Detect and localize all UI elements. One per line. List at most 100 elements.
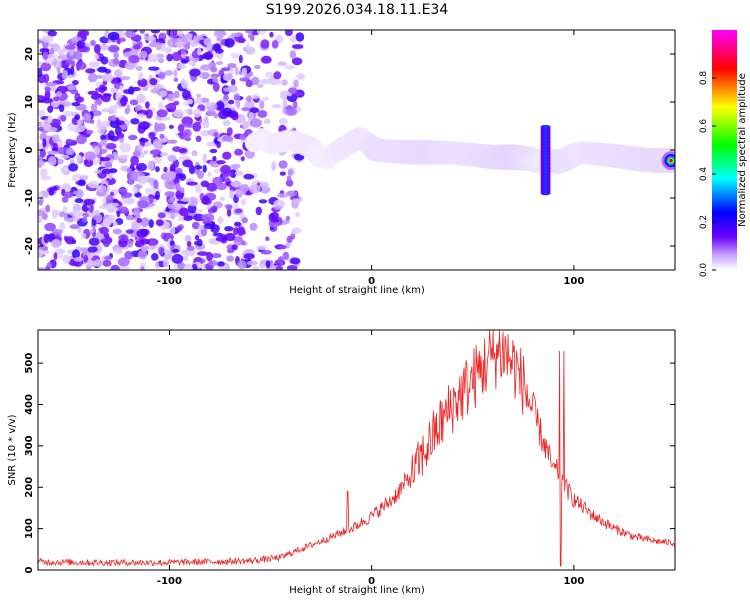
noise-blob [76, 40, 86, 49]
noise-blob [99, 226, 109, 235]
snr-y-tick-label: 300 [24, 435, 35, 456]
noise-blob [271, 161, 277, 171]
noise-blob [38, 95, 46, 103]
noise-blob [245, 80, 253, 88]
noise-blob [186, 241, 192, 247]
noise-blob [47, 30, 57, 37]
noise-blob [102, 95, 111, 103]
noise-blob [201, 52, 213, 60]
noise-blob [119, 142, 132, 153]
noise-blob [279, 245, 288, 250]
noise-blob [231, 244, 238, 251]
noise-blob [171, 226, 176, 235]
noise-blob [38, 67, 43, 78]
noise-blob [196, 209, 204, 213]
noise-blob [108, 31, 120, 41]
noise-blob [63, 212, 68, 222]
noise-blob [58, 104, 65, 113]
noise-blob [234, 66, 239, 76]
noise-blob [89, 228, 95, 234]
noise-blob [62, 254, 71, 264]
noise-blob [52, 134, 60, 143]
noise-blob [154, 121, 159, 132]
noise-blob [289, 50, 296, 59]
noise-blob [249, 107, 260, 114]
noise-blob [54, 248, 66, 255]
noise-blob [236, 99, 241, 109]
noise-blob [224, 232, 236, 242]
noise-blob [216, 160, 226, 165]
noise-blob [183, 255, 189, 262]
noise-blob [107, 44, 120, 53]
noise-blob [270, 218, 280, 223]
snr-y-tick-label: 100 [24, 518, 35, 539]
noise-blob [43, 233, 50, 244]
colorbar-label: Normalized spectral amplitude [737, 73, 748, 227]
noise-blob [178, 207, 189, 217]
noise-blob [230, 52, 240, 59]
noise-blob [151, 253, 159, 261]
noise-blob [206, 141, 215, 147]
noise-blob [143, 150, 148, 155]
noise-blob [246, 260, 258, 266]
noise-blob [286, 107, 298, 116]
noise-blob [90, 40, 96, 47]
noise-blob [110, 87, 119, 94]
noise-blob [172, 248, 180, 253]
noise-blob [137, 176, 148, 184]
noise-blob [251, 94, 260, 99]
noise-blob [148, 195, 154, 204]
spectrogram-x-tick-label: -100 [157, 276, 182, 287]
noise-blob [57, 158, 64, 165]
noise-blob [118, 206, 129, 214]
noise-blob [167, 154, 177, 162]
noise-blob [107, 214, 116, 224]
noise-blob [228, 84, 238, 93]
noise-blob [204, 101, 213, 107]
noise-blob [173, 90, 180, 99]
noise-blob [174, 41, 187, 47]
spectrogram-y-tick-label: -10 [24, 189, 35, 207]
noise-blob [278, 160, 288, 169]
noise-blob [173, 77, 179, 82]
noise-blob [61, 69, 68, 80]
noise-blob [124, 250, 134, 260]
noise-blob [137, 199, 149, 209]
noise-blob [73, 210, 82, 218]
noise-blob [110, 264, 120, 270]
noise-blob [39, 148, 46, 158]
noise-blob [116, 132, 125, 139]
noise-blob [118, 234, 129, 242]
noise-blob [65, 148, 75, 156]
noise-blob [191, 221, 200, 230]
noise-blob [276, 265, 283, 270]
noise-blob [277, 61, 287, 66]
noise-blob [62, 100, 71, 108]
noise-blob [200, 97, 210, 104]
noise-blob [88, 237, 100, 246]
noise-blob [278, 118, 288, 125]
noise-blob [99, 204, 109, 210]
noise-blob [296, 73, 306, 80]
noise-blob [291, 227, 302, 235]
noise-blob [250, 118, 262, 128]
noise-blob [126, 167, 132, 174]
noise-blob [42, 51, 49, 61]
noise-blob [269, 31, 274, 38]
noise-blob [186, 245, 195, 251]
noise-blob [136, 113, 146, 119]
noise-blob [249, 184, 261, 194]
noise-blob [52, 122, 59, 128]
noise-blob [168, 124, 174, 129]
noise-blob [196, 263, 202, 268]
ridge-spike-core [543, 125, 549, 129]
noise-blob [94, 99, 102, 105]
noise-blob [79, 175, 89, 181]
noise-blob [270, 211, 279, 219]
colorbar-tick-label: 0.6 [699, 119, 709, 134]
noise-blob [213, 30, 226, 38]
noise-blob [147, 160, 154, 171]
noise-blob [38, 162, 42, 168]
noise-blob [277, 256, 284, 266]
